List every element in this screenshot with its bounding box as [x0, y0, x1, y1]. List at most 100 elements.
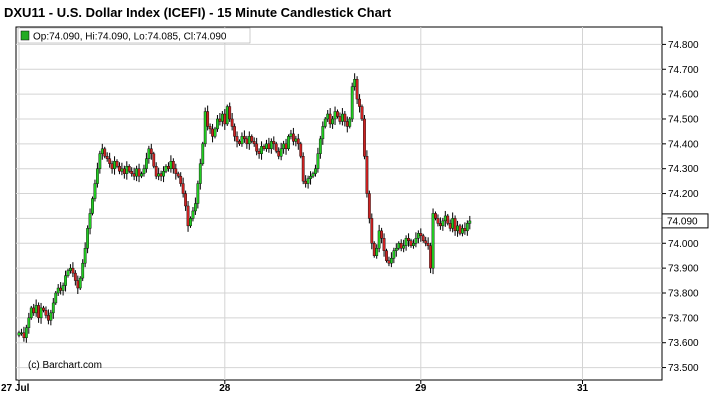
candle-body: [306, 178, 310, 184]
candle-body: [355, 79, 359, 100]
candle-body: [189, 218, 192, 227]
candle-body: [127, 166, 131, 172]
y-tick-label: 74.300: [668, 164, 699, 175]
candle-body: [91, 198, 94, 214]
candle-body: [238, 141, 241, 145]
candle-body: [323, 118, 327, 127]
candle-body: [247, 136, 251, 145]
candle-body: [130, 170, 134, 174]
candle: [336, 109, 339, 119]
candle-body: [179, 175, 183, 184]
candle-body: [86, 228, 90, 249]
candle: [98, 150, 102, 174]
candle: [390, 252, 393, 268]
candle-body: [397, 243, 401, 249]
candle-body: [27, 317, 31, 328]
candle-body: [105, 156, 109, 159]
candle: [309, 171, 312, 185]
candle: [191, 206, 195, 222]
candle-body: [142, 168, 146, 174]
candle: [144, 152, 148, 173]
candle: [287, 134, 290, 151]
candle: [414, 232, 418, 248]
candle-body: [54, 292, 58, 304]
candle-body: [377, 230, 381, 249]
candle-body: [296, 138, 300, 145]
candle-body: [390, 257, 393, 264]
candle-body: [51, 302, 55, 314]
candle-body: [301, 156, 305, 182]
candle: [154, 162, 158, 180]
candle-body: [32, 307, 36, 314]
candle: [343, 111, 347, 127]
candle: [235, 131, 239, 148]
candle: [64, 270, 67, 292]
candle-body: [429, 245, 432, 269]
candle-body: [47, 315, 50, 321]
candle-body: [110, 163, 114, 169]
candle: [407, 233, 410, 247]
candle: [51, 297, 55, 319]
candle-body: [17, 332, 21, 336]
candle: [86, 225, 90, 254]
y-tick-label: 74.400: [668, 139, 699, 150]
candle-body: [453, 218, 457, 232]
candle: [181, 177, 185, 198]
candle-body: [250, 136, 254, 142]
candle: [434, 211, 437, 221]
candle-body: [287, 136, 290, 150]
candle-body: [24, 327, 28, 338]
candle: [108, 152, 112, 168]
legend-label: Op:74.090, Hi:74.090, Lo:74.085, Cl:74.0…: [33, 32, 227, 43]
legend-box: [17, 27, 251, 44]
candle: [78, 276, 82, 291]
candle-body: [404, 238, 408, 246]
candle: [162, 166, 165, 183]
candle: [130, 167, 134, 177]
candle-body: [216, 118, 219, 130]
candle: [73, 270, 77, 286]
candle-body: [326, 113, 330, 120]
candle: [184, 190, 187, 211]
candle: [49, 309, 53, 326]
candle-body: [201, 143, 205, 164]
candle-body: [456, 225, 459, 232]
candle-body: [81, 262, 85, 279]
candle: [412, 239, 415, 249]
candle-body: [419, 233, 423, 237]
candle: [358, 94, 361, 113]
candle: [260, 141, 263, 160]
candle-body: [39, 307, 43, 319]
y-tick-label: 73.900: [668, 264, 699, 275]
candle-body: [407, 238, 410, 241]
candle-body: [132, 173, 136, 177]
candle: [213, 126, 217, 139]
legend: Op:74.090, Hi:74.090, Lo:74.085, Cl:74.0…: [17, 27, 251, 44]
candle: [360, 104, 364, 121]
candle: [424, 236, 428, 247]
y-tick-label: 74.800: [668, 40, 699, 51]
candle-body: [399, 243, 403, 249]
candle: [93, 179, 97, 202]
candle: [206, 105, 210, 131]
candle-body: [20, 332, 23, 334]
candle-body: [100, 148, 104, 154]
candle: [377, 224, 381, 253]
candle: [314, 164, 317, 177]
candle-body: [208, 126, 212, 130]
candle: [436, 214, 440, 227]
candle-body: [176, 173, 180, 177]
candle-body: [140, 173, 143, 177]
candle-body: [220, 113, 224, 122]
candle-body: [461, 228, 464, 234]
candle-body: [37, 305, 41, 319]
candle-body: [338, 116, 342, 122]
candle: [404, 235, 408, 251]
candle-body: [245, 138, 249, 145]
candle-body: [468, 220, 472, 224]
candle: [29, 305, 33, 320]
y-tick-label: 74.500: [668, 114, 699, 125]
candle-body: [252, 141, 256, 145]
candle: [355, 76, 359, 105]
candle: [453, 215, 457, 236]
